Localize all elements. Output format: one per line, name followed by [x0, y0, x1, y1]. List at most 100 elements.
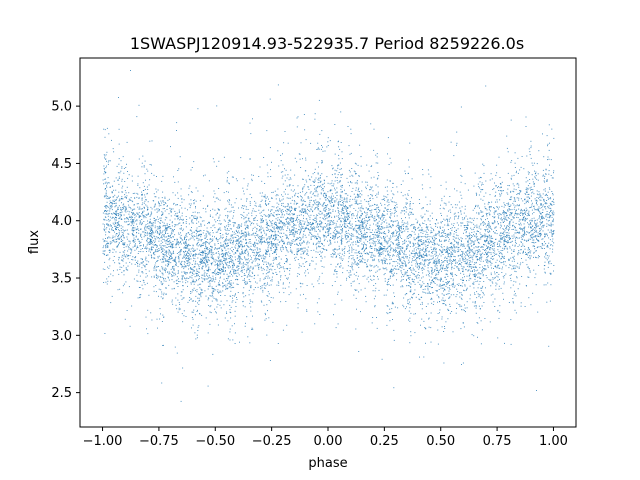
data-point — [384, 207, 386, 209]
data-point — [287, 251, 289, 253]
data-point — [402, 231, 404, 232]
data-point — [180, 400, 182, 402]
data-point — [191, 274, 193, 276]
data-point — [317, 172, 319, 174]
data-point — [494, 242, 496, 243]
data-point — [128, 198, 130, 200]
data-point — [189, 185, 191, 187]
data-point — [437, 279, 439, 281]
data-point — [306, 242, 308, 243]
data-point — [369, 237, 371, 239]
data-point — [149, 220, 151, 222]
data-point — [409, 254, 411, 256]
data-point — [386, 208, 388, 210]
data-point — [317, 182, 319, 184]
data-point — [309, 210, 311, 212]
data-point — [288, 179, 290, 181]
data-point — [254, 260, 256, 262]
data-point — [311, 260, 313, 262]
data-point — [525, 202, 527, 204]
data-point — [118, 234, 120, 236]
data-point — [181, 298, 183, 300]
data-point — [258, 251, 260, 253]
data-point — [220, 223, 222, 225]
data-point — [235, 244, 237, 246]
data-point — [315, 230, 317, 232]
data-point — [389, 256, 391, 258]
data-point — [456, 246, 458, 248]
data-point — [547, 224, 549, 226]
data-point — [504, 275, 506, 277]
data-point — [380, 242, 382, 244]
data-point — [476, 253, 478, 255]
data-point — [293, 214, 295, 215]
data-point — [190, 230, 192, 232]
data-point — [434, 260, 436, 262]
data-point — [433, 235, 435, 237]
data-point — [485, 252, 486, 254]
data-point — [241, 214, 243, 216]
data-point — [514, 214, 516, 216]
data-point — [430, 232, 432, 234]
data-point — [464, 217, 466, 219]
data-point — [490, 227, 492, 229]
data-point — [469, 235, 470, 236]
data-point — [282, 171, 284, 173]
data-point — [520, 210, 522, 212]
data-point — [478, 246, 480, 247]
data-point — [367, 259, 369, 261]
data-point — [511, 209, 513, 211]
data-point — [282, 227, 284, 229]
data-point — [412, 294, 414, 296]
data-point — [541, 244, 543, 246]
data-point — [409, 236, 411, 238]
data-point — [455, 262, 457, 264]
data-point — [279, 271, 281, 273]
data-point — [316, 204, 318, 206]
data-point — [435, 290, 437, 291]
data-point — [501, 268, 503, 270]
data-point — [487, 246, 489, 248]
data-point — [186, 247, 188, 249]
data-point — [146, 282, 148, 284]
data-point — [504, 204, 505, 206]
data-point — [497, 276, 499, 278]
data-point — [423, 260, 425, 262]
data-point — [469, 294, 471, 296]
data-point — [403, 259, 405, 261]
data-point — [227, 338, 229, 340]
data-point — [119, 288, 121, 290]
data-point — [493, 248, 495, 250]
data-point — [321, 189, 323, 191]
data-point — [328, 223, 330, 225]
data-point — [545, 202, 547, 203]
data-point — [124, 249, 126, 251]
data-point — [435, 275, 437, 276]
data-point — [262, 260, 263, 262]
data-point — [209, 283, 211, 285]
data-point — [311, 235, 313, 237]
data-point — [303, 199, 305, 201]
data-point — [471, 334, 473, 336]
data-point — [301, 225, 303, 227]
data-point — [437, 226, 438, 228]
data-point — [137, 265, 138, 267]
data-point — [426, 255, 428, 257]
data-point — [512, 224, 514, 226]
data-point — [200, 217, 202, 219]
data-point — [260, 211, 262, 213]
data-point — [341, 299, 343, 301]
data-point — [365, 236, 367, 238]
data-point — [441, 285, 442, 287]
data-point — [220, 259, 222, 261]
data-point — [168, 257, 170, 259]
data-point — [247, 209, 249, 210]
data-point — [355, 221, 357, 222]
data-point — [271, 269, 273, 271]
data-point — [367, 266, 369, 268]
data-point — [317, 203, 319, 205]
data-point — [314, 203, 316, 205]
data-point — [454, 247, 456, 249]
data-point — [248, 269, 250, 270]
data-point — [512, 302, 514, 304]
